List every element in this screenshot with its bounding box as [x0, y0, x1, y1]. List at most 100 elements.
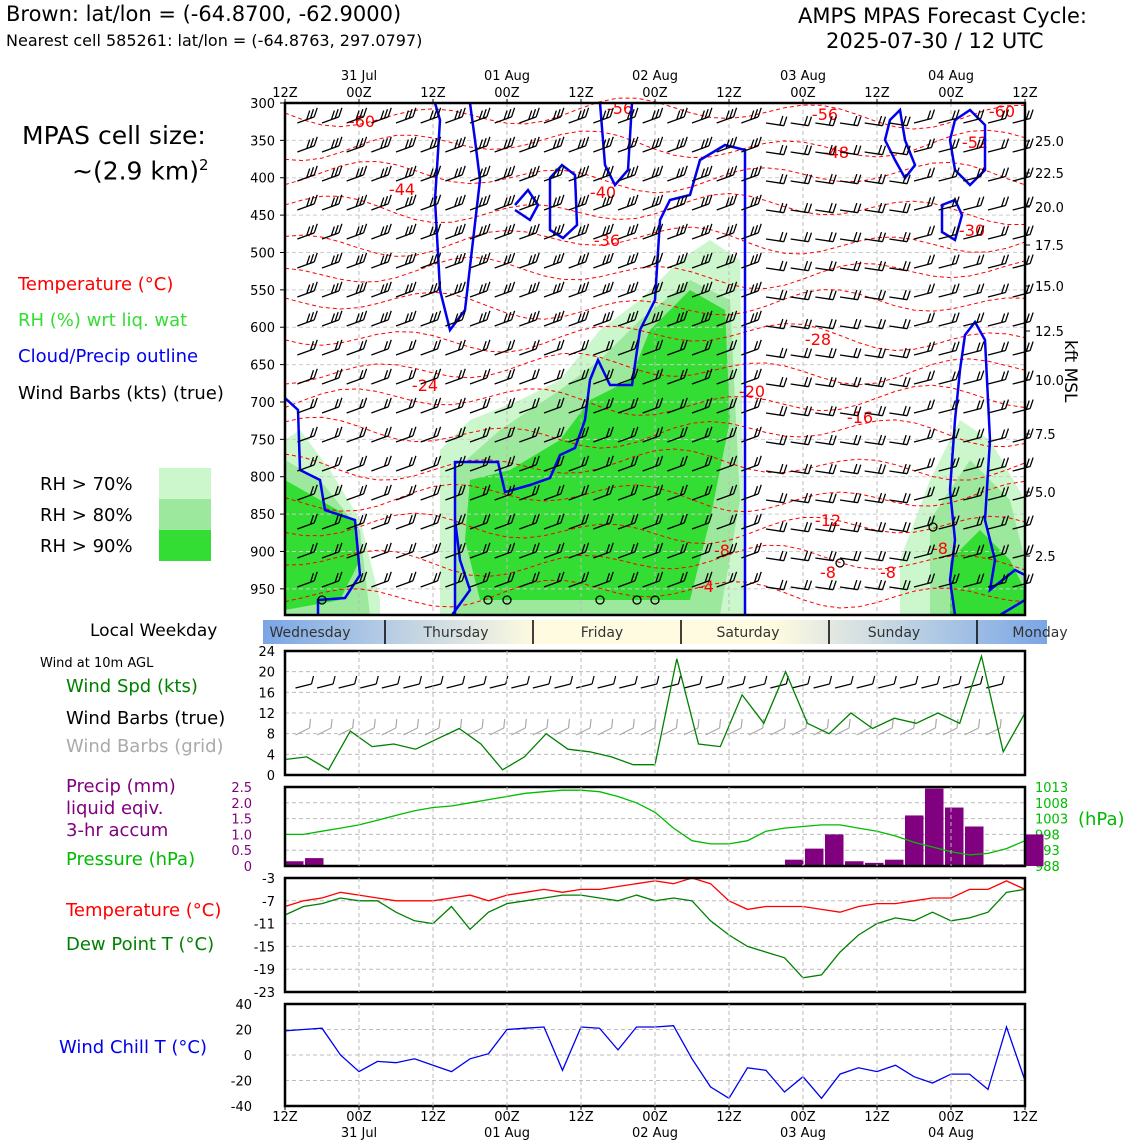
- wind-barb: [617, 290, 636, 298]
- wind-barb-flag: [803, 492, 809, 503]
- wind-barb-flag: [807, 232, 813, 242]
- wind-barb: [494, 319, 512, 327]
- wind-barb-flag: [581, 137, 586, 148]
- wind-barb-flag: [679, 398, 685, 409]
- wind-barb: [667, 232, 685, 240]
- wind-barb: [371, 290, 389, 298]
- wind-barb-flag: [581, 369, 586, 380]
- surface-barb-flag: [893, 675, 897, 685]
- wind-barb-flag: [881, 464, 887, 474]
- wind-barb-flag: [1025, 400, 1030, 410]
- wind-barb: [543, 551, 562, 559]
- calm-circle: [928, 522, 938, 532]
- wind-barb: [987, 407, 1006, 414]
- wind-barb-flag: [906, 580, 911, 590]
- wind-barb-flag: [556, 398, 561, 409]
- wind-barb-flag: [503, 226, 508, 236]
- wind-barb-flag: [779, 521, 784, 532]
- wind-barb-flag: [482, 282, 487, 293]
- wind-barb-flag: [503, 197, 508, 207]
- wind-barb-flag: [334, 195, 339, 206]
- wind-barb-flag: [454, 313, 459, 323]
- grid-barb-flag: [783, 718, 786, 729]
- wind-barb-flag: [634, 194, 639, 205]
- wind-barb-flag: [362, 165, 368, 176]
- wind-barb-flag: [1000, 284, 1006, 294]
- wind-barb-flag: [951, 545, 956, 555]
- wind-barb-flag: [531, 427, 537, 438]
- wind-barb: [469, 522, 488, 530]
- wind-barb-flag: [510, 339, 516, 350]
- wind-barb: [642, 232, 660, 240]
- wind-barb-flag: [828, 115, 833, 126]
- wind-barb: [420, 174, 438, 182]
- wind-barb-flag: [955, 283, 960, 293]
- wind-barb-flag: [906, 522, 911, 532]
- wind-barb: [889, 151, 908, 156]
- temperature-contour-label: -4: [698, 577, 714, 596]
- wind-barb-flag: [412, 368, 417, 379]
- wind-barb: [519, 174, 537, 182]
- wind-barb-flag: [930, 370, 936, 380]
- wind-barb-flag: [482, 369, 487, 380]
- wind-barb-flag: [535, 136, 540, 147]
- wind-barb-flag: [609, 513, 614, 524]
- surface-barb-flag: [613, 675, 617, 685]
- pressure-tick-label: 850: [250, 508, 275, 523]
- wind-barb-flag: [750, 226, 755, 236]
- wind-barb-flag: [461, 484, 466, 495]
- wind-barb-flag: [584, 484, 590, 495]
- wind-barb-flag: [433, 224, 438, 235]
- wind-barb-flag: [902, 492, 907, 503]
- wind-barb: [297, 261, 315, 269]
- wind-barb: [494, 174, 512, 182]
- wind-barb-flag: [906, 348, 911, 358]
- wind-barb-flag: [729, 572, 734, 583]
- wind-barb-flag: [478, 168, 484, 178]
- wind-barb: [667, 319, 685, 327]
- wind-barb-flag: [602, 197, 607, 207]
- wind-barb: [864, 267, 883, 272]
- wind-barb-flag: [556, 456, 561, 467]
- wind-barb: [543, 406, 562, 414]
- wind-barb-flag: [404, 226, 410, 236]
- wind-barb-flag: [338, 542, 343, 553]
- precip-bar: [1025, 834, 1044, 866]
- wind-barb-flag: [926, 313, 932, 323]
- surface-barb: [360, 683, 377, 689]
- wind-barb-flag: [577, 255, 582, 265]
- wind-barb-flag: [704, 224, 709, 235]
- wind-barb: [321, 406, 340, 414]
- wind-barb-flag: [461, 339, 466, 350]
- wind-barb-flag: [926, 487, 932, 497]
- wind-barb: [889, 238, 908, 243]
- wind-barb-flag: [478, 139, 484, 149]
- grid-barb-flag: [697, 718, 700, 729]
- surface-barb-flag: [569, 675, 574, 685]
- wind-barb: [889, 586, 908, 591]
- wind-barb-flag: [828, 376, 833, 387]
- wind-barb-flag: [976, 255, 981, 265]
- wind-barb-flag: [602, 110, 607, 120]
- wind-barb-flag: [634, 426, 639, 437]
- wind-barb: [765, 209, 784, 214]
- wind-barb: [667, 116, 685, 124]
- wind-barb-flag: [700, 313, 706, 323]
- wind-barb-flag: [1029, 428, 1034, 438]
- weekday-label: Local Weekday: [90, 621, 218, 641]
- pressure-tick-label: 450: [250, 209, 275, 224]
- wind-barb-flag: [1029, 312, 1034, 322]
- wind-barb-flag: [1000, 226, 1006, 236]
- grid-barb: [770, 727, 785, 736]
- wind-barb: [395, 493, 414, 501]
- wind-barb-flag: [457, 543, 463, 554]
- wind-barb-flag: [535, 571, 540, 582]
- wind-barb: [568, 580, 586, 588]
- grid-barb: [381, 727, 397, 736]
- cloud-outline: [453, 143, 747, 615]
- wind-barb-flag: [832, 522, 837, 532]
- wind-barb-flag: [753, 427, 759, 438]
- bottom-date-label: 02 Aug: [632, 1126, 678, 1140]
- wind-barb-flag: [429, 255, 434, 265]
- wind-barb-flag: [679, 224, 685, 235]
